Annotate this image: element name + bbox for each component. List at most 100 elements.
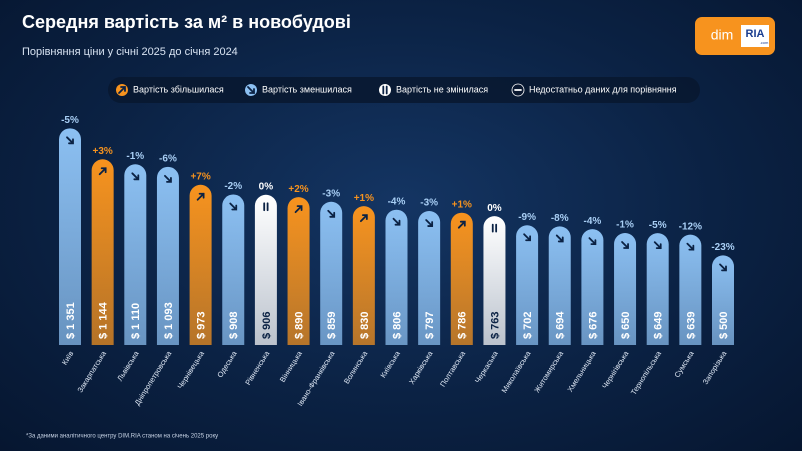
category-label: Харківська [407,349,435,386]
bar [712,255,734,345]
logo-right: RIA [746,28,765,40]
icon [588,237,597,246]
value-label: $ 500 [718,311,730,339]
bar [124,164,147,345]
change-label: -12% [679,221,702,232]
change-label: -4% [388,196,406,207]
legend-label: Вартість зменшилася [262,84,352,94]
icon [686,242,695,251]
value-label: $ 859 [326,311,338,339]
bar [614,233,637,345]
category-label: Полтавська [438,349,468,389]
change-label: -8% [551,213,569,224]
change-label: -6% [159,153,177,164]
change-label: -1% [126,151,144,162]
value-label: $ 676 [587,311,599,339]
icon [382,85,388,95]
icon [98,167,107,176]
change-label: -3% [420,198,438,209]
footnote: *За даними аналітичного центру DIM.RIA с… [26,434,218,440]
value-label: $ 908 [228,311,240,339]
icon [263,202,269,212]
bar [91,159,114,345]
bar [450,212,473,345]
bar [189,184,212,345]
bar [548,226,571,345]
bar [418,211,441,345]
value-label: $ 1 110 [130,303,142,339]
value-label: $ 973 [196,311,208,339]
value-label: $ 1 093 [163,302,175,339]
icon [164,174,172,183]
logo-suffix: .com [760,40,769,45]
bar [581,229,604,345]
value-label: $ 786 [457,311,469,339]
icon [555,234,564,243]
value-label: $ 649 [653,311,665,339]
category-label: Київська [378,349,402,380]
value-label: $ 694 [555,311,567,339]
category-label: Дніпропетровська [133,349,174,407]
icon [247,86,255,94]
legend-swatch [379,84,391,96]
change-label: 0% [487,203,502,214]
value-label: $ 763 [489,311,501,339]
change-label: -1% [616,220,634,231]
legend-bg [108,77,700,103]
icon [66,136,74,145]
category-label: Тернопільська [629,349,664,397]
change-label: -5% [61,115,79,126]
change-label: -23% [711,242,734,253]
icon [131,172,140,181]
value-label: $ 1 351 [65,302,77,339]
legend-label: Вартість збільшилася [133,84,224,94]
change-label: +2% [288,184,308,195]
category-label: Хмельницька [565,349,598,394]
icon [118,86,126,94]
bar [254,194,277,345]
icon [491,223,498,233]
icon [359,214,368,223]
icon [392,217,401,226]
bar [156,166,179,345]
value-label: $ 702 [522,311,534,339]
bar [352,206,375,345]
logo-box [741,25,769,47]
logo-left: dim [711,27,734,43]
category-label: Закарпатська [75,349,108,394]
logo: dim RIA .com [695,17,775,55]
icon [523,233,531,242]
value-label: $ 806 [391,311,403,339]
change-label: +1% [354,193,374,204]
bar [287,197,310,345]
change-label: -4% [584,216,602,227]
bar [679,234,702,345]
category-label: Львівська [115,349,141,383]
legend-label: Вартість не змінилася [396,84,488,94]
category-label: Сумська [672,349,696,380]
category-label: Чернігівська [600,349,631,391]
icon [653,241,662,250]
change-label: -5% [649,220,667,231]
value-label: $ 906 [261,311,273,339]
icon [327,209,336,218]
change-label: 0% [259,181,274,192]
category-label: Волинська [342,349,370,386]
category-label: Київ [60,349,75,366]
icon [457,220,466,229]
change-label: -9% [518,212,536,223]
chart-subtitle: Порівняння ціни у січні 2025 до січня 20… [22,46,238,58]
value-label: $ 890 [293,311,305,339]
change-label: +7% [190,171,210,182]
value-label: $ 830 [359,311,371,339]
category-label: Чернівецька [176,349,207,391]
value-label: $ 639 [685,311,697,339]
bar [222,194,245,345]
icon [719,263,727,272]
chart-title: Середня вартість за м² в новобудові [22,12,351,32]
change-label: +1% [452,199,472,210]
value-label: $ 797 [424,311,436,339]
change-label: -2% [224,181,242,192]
